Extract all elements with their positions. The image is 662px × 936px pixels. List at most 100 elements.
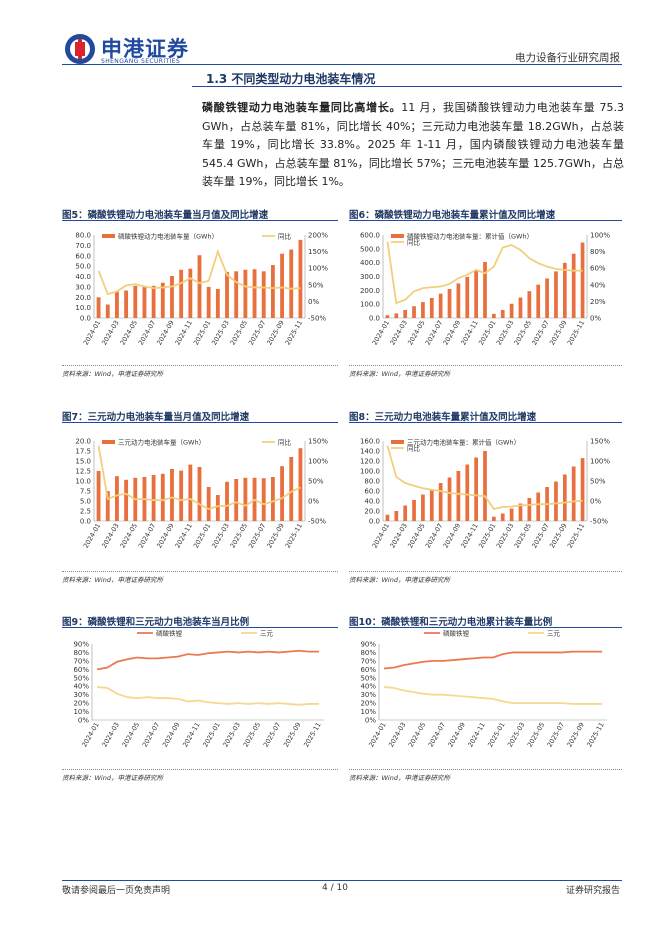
fig5-legend-line-label: 同比 [278, 232, 292, 241]
fig7-bar [298, 448, 303, 521]
fig5-yoy-line [97, 248, 301, 296]
fig10-x-tick-label: 2025-09 [565, 721, 586, 749]
fig8-bar [421, 494, 425, 521]
fig6-title-line [349, 220, 622, 221]
fig5-title: 图5：磷酸铁锂动力电池装车量当月值及同比增速 [62, 210, 269, 221]
fig8-title: 图8：三元动力电池装车量累计值及同比增速 [349, 412, 537, 423]
fig6-y2-tick-label: 0% [590, 315, 601, 323]
fig5-legend-bar-label: 磷酸铁锂动力电池装车量（GWh） [118, 232, 218, 241]
fig6-title: 图6：磷酸铁锂动力电池装车量累计值及同比增速 [349, 210, 556, 221]
fig5-bar [105, 304, 110, 318]
fig8-bar [438, 483, 443, 521]
fig10-title-line [349, 627, 622, 628]
fig7-y-tick-label: 7.5 [80, 488, 91, 496]
fig5-y2-tick-label: -50% [308, 315, 326, 323]
fig6-y-tick-label: 100.0 [360, 301, 380, 309]
fig7-bar [115, 476, 119, 521]
fig6-bar [518, 297, 523, 318]
fig7-y-tick-label: 17.5 [75, 448, 91, 456]
fig9-legend-label: 磷酸铁锂 [156, 629, 183, 638]
paragraph-lead: 磷酸铁锂动力电池装车量同比高增长。 [202, 101, 402, 114]
fig7-y-tick-label: 12.5 [75, 468, 91, 476]
fig7-source-line [62, 571, 338, 573]
fig6-y2-tick-label: 60% [590, 265, 606, 273]
fig8-bar [518, 503, 523, 521]
fig9-y-tick-label: 0% [78, 717, 89, 725]
fig7-source: 资料来源：Wind，申港证券研究所 [62, 576, 163, 584]
fig7-bar [270, 477, 275, 521]
fig7-y-tick-label: 0.0 [80, 518, 91, 526]
fig10-x-tick-label: 2024-05 [407, 721, 428, 749]
fig7-y2-tick-label: 0% [308, 498, 319, 506]
fig5-source: 资料来源：Wind，申港证券研究所 [62, 370, 163, 378]
fig10-series-line [383, 650, 603, 670]
fig9-title: 图9：磷酸铁锂和三元动力电池装车当月比例 [62, 617, 250, 628]
fig5-y2-tick-label: 200% [308, 232, 328, 240]
fig6-bar [438, 293, 443, 318]
fig7-y2-tick-label: -50% [308, 518, 326, 526]
fig6-bar [562, 262, 567, 318]
fig5-y-tick-label: 80.0 [75, 232, 91, 240]
fig6-y-tick-label: 200.0 [360, 287, 380, 295]
fig8-source-line [349, 571, 622, 573]
fig8-legend-bar-swatch [391, 440, 404, 444]
fig10-legend-label: 磷酸铁锂 [443, 629, 470, 638]
fig7-bar [280, 466, 284, 521]
fig8-y-tick-label: 120.0 [360, 458, 380, 466]
fig9-x-tick-label: 2024-07 [141, 721, 162, 749]
fig6-yoy-line [386, 241, 583, 305]
fig8-bar [500, 513, 505, 521]
fig8-bar [492, 516, 496, 521]
section-divider [192, 86, 622, 87]
fig10-y-tick-label: 80% [360, 649, 376, 657]
fig7-y-tick-label: 15.0 [75, 458, 91, 466]
footer-report-label: 证券研究报告 [565, 886, 620, 896]
fig9-x-tick-label: 2025-05 [242, 721, 263, 749]
fig6-legend-bar-swatch [391, 234, 404, 238]
fig5-bar [179, 269, 184, 318]
fig9-y-tick-label: 90% [73, 641, 89, 649]
fig8-bar [536, 492, 541, 521]
fig7-y-tick-label: 20.0 [75, 438, 91, 446]
fig5-bar [124, 290, 129, 318]
fig7-bar [160, 473, 165, 521]
fig7-bar [225, 481, 229, 521]
fig10-source: 资料来源：Wind，申港证券研究所 [349, 774, 450, 782]
fig7-y2-tick-label: 100% [308, 458, 328, 466]
fig6-x-tick-label: 2025-11 [566, 319, 587, 347]
fig6-bar [545, 278, 549, 318]
body-paragraph: 磷酸铁锂动力电池装车量同比高增长。11 月，我国磷酸铁锂动力电池装车量 75.3… [202, 99, 624, 192]
fig9-legend-label: 三元 [260, 630, 274, 638]
fig7-bar [197, 467, 202, 521]
fig6-bar [483, 261, 487, 318]
fig6-bar [412, 306, 416, 318]
fig5-bar [261, 271, 266, 318]
fig9-x-tick-label: 2024-11 [181, 721, 202, 749]
section-title: 1.3 不同类型动力电池装车情况 [206, 72, 376, 86]
fig6-bar [527, 291, 532, 318]
fig9-y-tick-label: 70% [73, 657, 89, 665]
fig7-y-tick-label: 5.0 [80, 498, 91, 506]
fig5-legend-bar-swatch [102, 234, 115, 238]
fig6-bar [394, 313, 399, 318]
fig8-y2-tick-label: 0% [590, 498, 601, 506]
company-logo-icon [65, 34, 95, 64]
fig6-bar [536, 284, 541, 318]
fig8-legend-bar-label: 三元动力电池装车量：累计值（GWh） [407, 438, 520, 447]
fig9-source: 资料来源：Wind，申港证券研究所 [62, 774, 163, 782]
fig9-chart: 0%10%20%30%40%50%60%70%80%90%2024-01 2024… [73, 629, 324, 749]
fig5-y-tick-label: 20.0 [75, 294, 91, 302]
fig8-y-tick-label: 140.0 [360, 448, 380, 456]
header-divider [62, 64, 622, 65]
fig7-bar [105, 491, 110, 521]
fig10-x-tick-label: 2024-11 [466, 721, 487, 749]
fig10-x-tick-label: 2024-01 [367, 721, 388, 749]
fig8-bar [562, 474, 567, 521]
fig8-bar [509, 508, 514, 521]
fig9-x-tick-label: 2025-11 [302, 721, 323, 749]
company-logo-subtext: SHENGANG SECURITIES [101, 58, 181, 65]
fig10-y-tick-label: 90% [360, 641, 376, 649]
fig6-y-tick-label: 400.0 [360, 259, 380, 267]
fig5-bar [252, 269, 257, 318]
fig8-y-tick-label: 80.0 [364, 478, 380, 486]
